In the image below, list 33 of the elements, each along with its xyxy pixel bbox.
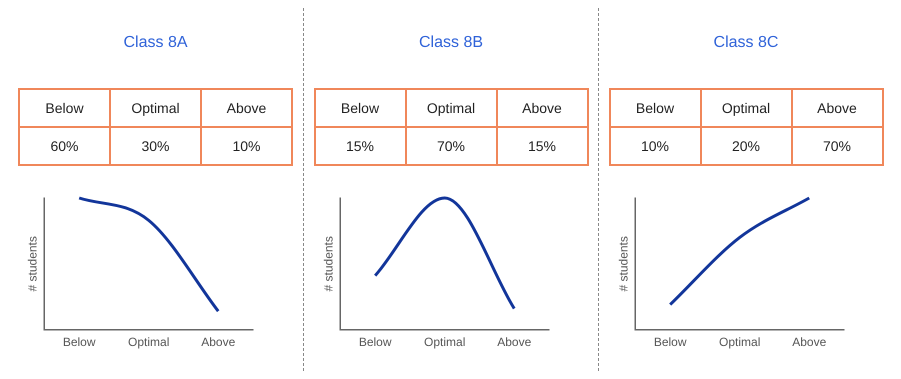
category-label: Optimal xyxy=(406,89,496,127)
text: Class 8C xyxy=(712,34,780,53)
text: 15% xyxy=(528,138,556,154)
text: 70% xyxy=(822,138,852,154)
category-label: Below xyxy=(314,89,406,127)
y-axis-title: # students xyxy=(616,236,630,292)
x-tick-label: Below xyxy=(358,335,392,350)
category-label: Above xyxy=(496,89,588,127)
x-tick-label: Optimal xyxy=(424,335,465,350)
text: 70% xyxy=(436,138,466,154)
text: 20% xyxy=(732,138,760,154)
y-axis-title: # students xyxy=(321,236,336,292)
x-tick-label: Above xyxy=(496,335,532,350)
x-tick-label: Above xyxy=(201,335,236,350)
text: 10% xyxy=(640,138,670,154)
x-tick-label: Below xyxy=(653,335,686,350)
category-label: Above xyxy=(201,89,292,127)
x-tick-label: Above xyxy=(792,335,826,350)
category-label: Below xyxy=(610,89,700,127)
text: 10% xyxy=(232,138,261,154)
x-tick-label: Below xyxy=(62,335,96,350)
text: 15% xyxy=(346,138,374,154)
text: Class 8A xyxy=(122,34,189,53)
text: 60% xyxy=(50,138,79,154)
text: Class 8B xyxy=(418,34,484,53)
text: 30% xyxy=(141,138,170,154)
x-tick-label: Optimal xyxy=(718,335,760,350)
y-axis-title: # students xyxy=(26,236,40,292)
category-label: Below xyxy=(19,89,110,127)
category-label: Optimal xyxy=(700,89,792,127)
x-tick-label: Optimal xyxy=(128,335,170,350)
category-label: Above xyxy=(792,89,882,127)
category-label: Optimal xyxy=(110,89,201,127)
